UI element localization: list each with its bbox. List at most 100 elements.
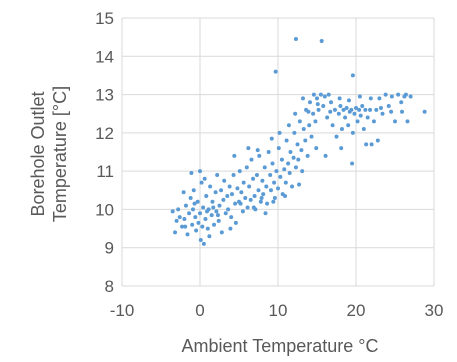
data-point (191, 188, 196, 193)
data-point (183, 224, 188, 229)
data-point (322, 94, 327, 99)
data-point (190, 222, 195, 227)
x-tick-label: 10 (269, 301, 288, 320)
data-point (339, 127, 344, 132)
data-point (354, 105, 358, 110)
data-point (358, 113, 363, 118)
data-point (396, 92, 401, 97)
data-point (216, 218, 221, 223)
data-point (319, 38, 324, 43)
data-point (291, 155, 296, 160)
data-point (237, 169, 242, 174)
data-point (343, 115, 348, 120)
data-point (357, 107, 362, 112)
data-point (336, 111, 341, 116)
x-tick-label: 0 (195, 301, 204, 320)
data-point (305, 153, 310, 158)
y-tick-labels: 8 9 10 11 12 13 14 15 (95, 9, 114, 296)
data-point (380, 111, 385, 116)
data-point (393, 119, 397, 124)
data-point (368, 96, 373, 101)
data-point (272, 180, 277, 185)
data-point (286, 123, 291, 128)
data-point (360, 104, 365, 109)
data-point (346, 123, 351, 128)
data-point (251, 205, 256, 210)
data-point (293, 37, 298, 42)
data-point (212, 222, 217, 227)
y-axis-title-line-2: Temperature [°C] (50, 86, 70, 222)
data-point (303, 138, 308, 143)
data-point (350, 161, 355, 166)
data-point (403, 92, 408, 97)
data-point (238, 201, 243, 206)
data-point (334, 134, 339, 139)
data-point (307, 100, 312, 105)
data-point (205, 209, 210, 214)
data-point (260, 178, 265, 183)
data-point (255, 148, 260, 153)
data-point (389, 94, 394, 99)
data-point (287, 171, 292, 176)
data-point (249, 157, 254, 162)
data-point (195, 199, 200, 204)
data-point (180, 224, 185, 229)
data-point (264, 184, 269, 189)
data-point (368, 107, 373, 112)
data-points (170, 37, 427, 246)
data-point (314, 146, 319, 151)
data-point (188, 195, 193, 200)
data-point (254, 172, 259, 177)
data-point (306, 109, 311, 114)
data-point (276, 146, 281, 151)
data-point (219, 188, 224, 193)
data-point (378, 105, 383, 110)
data-point (364, 142, 369, 147)
data-point (256, 188, 261, 193)
data-point (194, 228, 199, 233)
data-point (374, 107, 379, 112)
data-point (176, 207, 181, 212)
x-tick-label: -10 (110, 301, 135, 320)
data-point (273, 69, 278, 74)
data-point (205, 226, 210, 231)
data-point (295, 142, 300, 147)
data-point (199, 180, 204, 185)
data-point (198, 211, 202, 216)
data-point (251, 176, 256, 181)
data-point (357, 94, 362, 99)
data-point (181, 190, 186, 195)
data-point (240, 209, 245, 214)
data-point (223, 211, 228, 216)
data-point (277, 130, 282, 135)
data-point (270, 161, 275, 166)
data-point (311, 92, 316, 97)
data-point (339, 146, 344, 151)
data-point (330, 123, 335, 128)
data-point (283, 194, 288, 199)
data-point (268, 188, 273, 193)
data-point (268, 172, 273, 177)
data-point (173, 230, 178, 235)
data-point (325, 115, 330, 120)
data-point (204, 194, 209, 199)
data-point (213, 190, 218, 195)
data-point (221, 197, 226, 202)
data-point (405, 119, 410, 124)
data-point (217, 203, 222, 208)
data-point (318, 92, 323, 97)
data-point (286, 161, 291, 166)
data-point (198, 238, 203, 243)
data-point (301, 127, 306, 132)
data-point (201, 205, 206, 210)
data-point (344, 105, 349, 110)
y-tick-label: 15 (95, 9, 114, 28)
data-point (284, 138, 289, 143)
data-point (203, 217, 208, 221)
data-point (288, 150, 293, 154)
data-point (377, 96, 382, 101)
data-point (326, 92, 331, 97)
data-point (346, 98, 351, 103)
data-point (290, 184, 295, 189)
